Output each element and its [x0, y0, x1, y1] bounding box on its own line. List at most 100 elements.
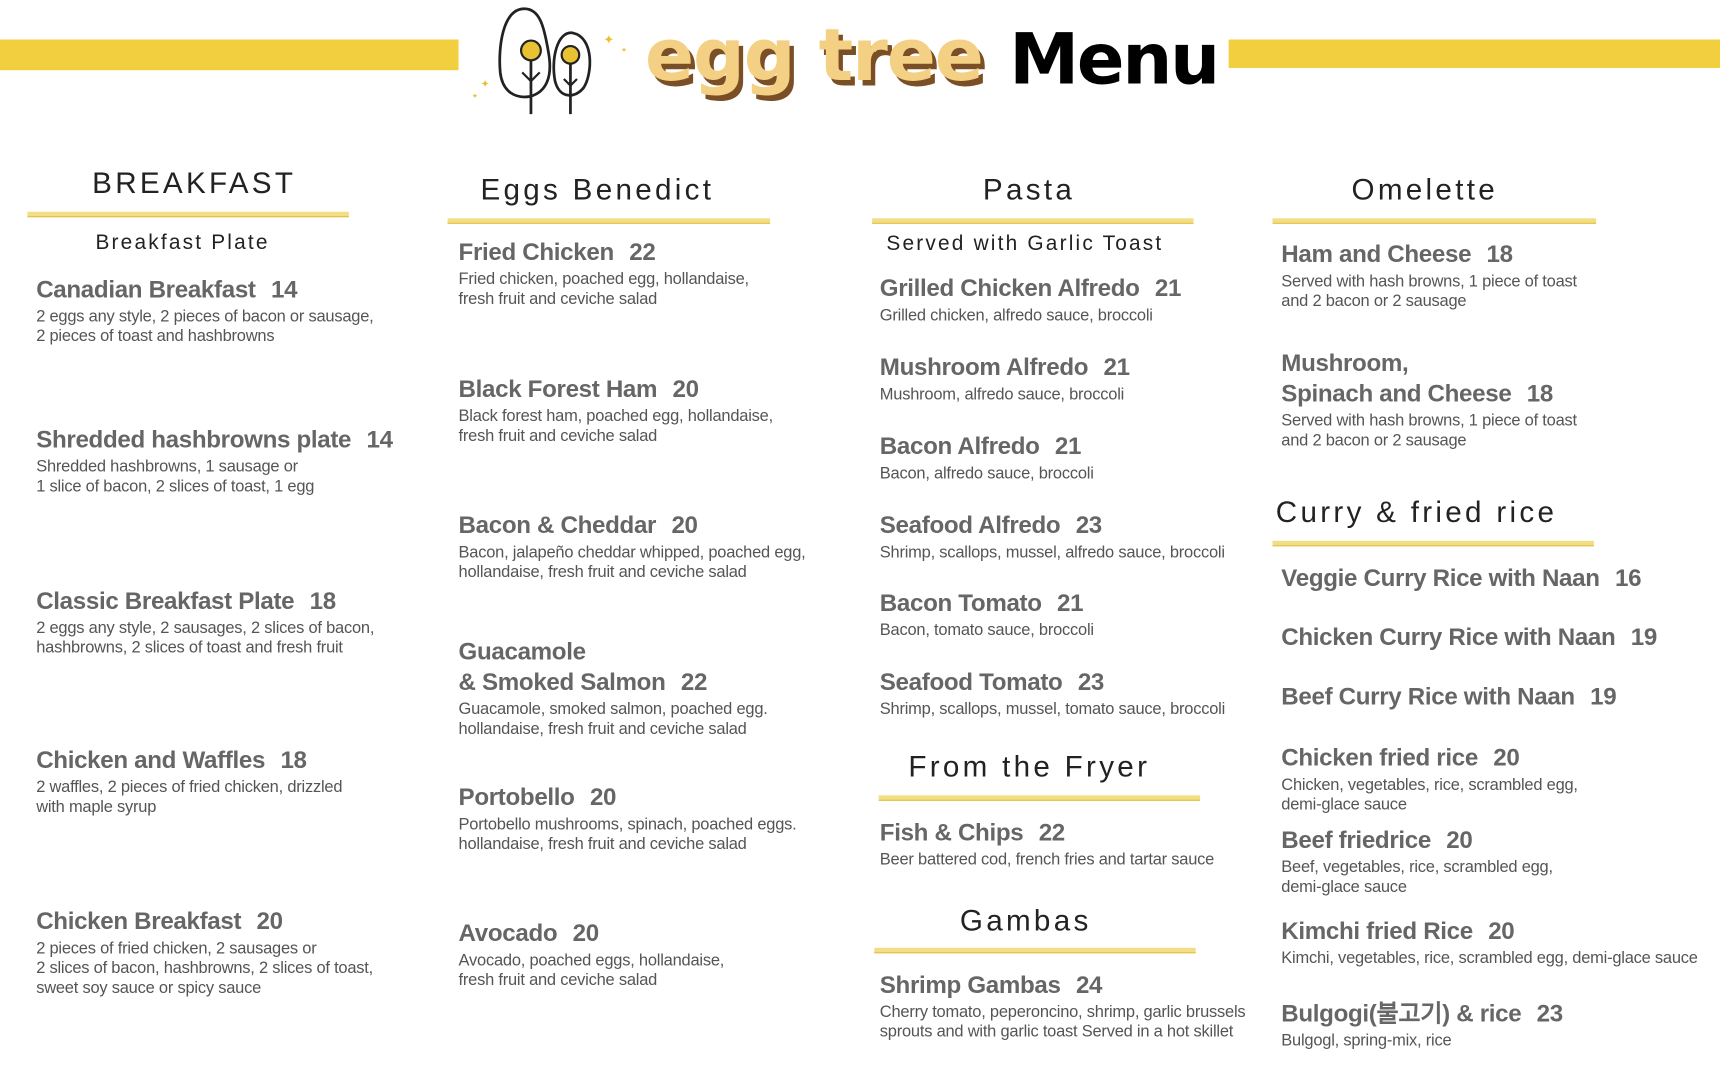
item-price: 23 [1075, 511, 1103, 539]
item-description: Kimchi, vegetables, rice, scrambled egg,… [1281, 948, 1698, 969]
menu-item: Guacamole & Smoked Salmon 22 Guacamole, smo… [459, 636, 768, 739]
item-price: 19 [1630, 623, 1658, 651]
divider [27, 211, 349, 218]
svg-text:✦: ✦ [480, 79, 489, 91]
description-line: Guacamole, smoked salmon, poached egg. [458, 699, 768, 719]
item-name: Kimchi fried Rice 20 [1281, 917, 1515, 945]
item-name: & Smoked Salmon 22 [458, 668, 708, 696]
item-price: 18 [1526, 379, 1554, 407]
description-line: 2 eggs any style, 2 sausages, 2 slices o… [36, 618, 375, 638]
item-name: Fried Chicken 22 [458, 238, 656, 266]
divider [447, 218, 771, 224]
menu-item: Beef Curry Rice with Naan 19 [1281, 681, 1616, 712]
description-line: hashbrowns, 2 slices of toast and fresh … [36, 638, 343, 658]
menu-item: Grilled Chicken Alfredo 21 Grilled chicken… [879, 273, 1182, 326]
menu-title: Menu [1009, 19, 1220, 101]
item-description: Portobello mushrooms, spinach, poached e… [459, 815, 797, 854]
item-description: Bacon, alfredo sauce, broccoli [880, 464, 1094, 484]
item-name: Black Forest Ham 20 [458, 375, 700, 403]
item-price: 20 [672, 375, 700, 403]
description-line: Shrimp, scallops, mussel, alfredo sauce,… [879, 543, 1225, 562]
item-price: 21 [1057, 589, 1084, 617]
description-line: with maple syrup [36, 797, 157, 817]
item-price: 20 [572, 919, 600, 947]
divider [874, 947, 1196, 954]
menu-item: Mushroom, Spinach and Cheese 18 Served with… [1281, 348, 1577, 451]
item-description: 2 waffles, 2 pieces of fried chicken, dr… [36, 778, 342, 817]
menu-item: Black Forest Ham 20 Black forest ham, poac… [458, 374, 774, 446]
menu-item: Chicken Breakfast 20 2 pieces of fried chi… [36, 906, 373, 998]
section-title-breakfast: BREAKFAST [92, 166, 297, 200]
item-description: Black forest ham, poached egg, hollandai… [459, 407, 774, 446]
item-description: Shredded hashbrowns, 1 sausage or 1 slice… [36, 457, 393, 496]
item-name: Bacon Alfredo 21 [879, 432, 1082, 460]
item-name: Classic Breakfast Plate 18 [36, 586, 336, 615]
item-name: Beef friedrice 20 [1281, 826, 1473, 854]
item-price: 20 [589, 783, 617, 811]
menu-item: Classic Breakfast Plate 18 2 eggs any styl… [36, 586, 374, 658]
item-description: 2 eggs any style, 2 sausages, 2 slices o… [36, 619, 374, 658]
menu-item: Fish & Chips 22 Beer battered cod, french… [879, 817, 1215, 870]
description-line: Beef, vegetables, rice, scrambled egg, [1281, 857, 1553, 877]
item-price: 23 [1536, 999, 1564, 1027]
header-bar-left [0, 39, 459, 71]
svg-text:✦: ✦ [621, 46, 628, 55]
description-line: Fried chicken, poached egg, hollandaise, [458, 269, 750, 289]
description-line: Kimchi, vegetables, rice, scrambled egg,… [1281, 948, 1698, 968]
description-line: sweet soy sauce or spicy sauce [36, 978, 262, 998]
item-description: Served with hash browns, 1 piece of toas… [1281, 411, 1577, 450]
item-name: Veggie Curry Rice with Naan 16 [1281, 563, 1642, 592]
item-price: 21 [1054, 432, 1082, 460]
item-price: 14 [366, 425, 394, 454]
description-line: fresh fruit and ceviche salad [458, 289, 658, 309]
item-description: Shrimp, scallops, mussel, alfredo sauce,… [880, 543, 1225, 563]
menu-item: Chicken fried rice 20 Chicken, vegetables,… [1281, 743, 1578, 815]
menu-item: Portobello 20 Portobello mushrooms, spinac… [459, 782, 797, 854]
description-line: Bacon, jalapeño cheddar whipped, poached… [458, 543, 806, 562]
item-name: Chicken Breakfast 20 [36, 907, 283, 935]
menu-item: Beef friedrice 20 Beef, vegetables, rice, … [1281, 825, 1553, 897]
description-line: Chicken, vegetables, rice, scrambled egg… [1281, 775, 1578, 795]
description-line: Bacon, tomato sauce, broccoli [879, 620, 1094, 640]
description-line: 1 slice of bacon, 2 slices of toast, 1 e… [36, 477, 315, 496]
item-price: 20 [1446, 826, 1473, 854]
divider [1272, 218, 1597, 224]
menu-item: Avocado 20 Avocado, poached eggs, hollanda… [459, 918, 725, 990]
item-name: Mushroom, [1281, 348, 1409, 377]
menu-item: Shredded hashbrowns plate 14 Shredded hash… [36, 425, 393, 497]
item-name: Seafood Tomato 23 [879, 668, 1105, 696]
description-line: Avocado, poached eggs, hollandaise, [458, 951, 725, 970]
item-price: 22 [680, 668, 708, 696]
description-line: demi-glace sauce [1281, 795, 1407, 814]
section-title-pasta: Pasta [982, 173, 1076, 207]
item-description: Served with hash browns, 1 piece of toas… [1281, 272, 1577, 311]
menu-item: Seafood Tomato 23 Shrimp, scallops, mussel… [880, 667, 1225, 720]
item-name: Portobello 20 [458, 783, 617, 811]
description-line: 2 slices of bacon, hashbrowns, 2 slices … [36, 958, 374, 978]
divider [872, 218, 1194, 224]
item-description: Cherry tomato, peperoncino, shrimp, garl… [880, 1003, 1246, 1042]
description-line: hollandaise, fresh fruit and ceviche sal… [458, 562, 747, 582]
item-price: 18 [280, 745, 307, 774]
description-line: 2 eggs any style, 2 pieces of bacon or s… [36, 307, 374, 326]
menu-item: Shrimp Gambas 24 Cherry tomato, peperoncin… [880, 970, 1246, 1042]
item-name: Fish & Chips 22 [879, 818, 1065, 846]
section-title-omelette: Omelette [1351, 173, 1499, 207]
description-line: Mushroom, alfredo sauce, broccoli [879, 385, 1125, 404]
egg-tree-logo: ✦ ✦ ✦ ✦ [472, 7, 628, 115]
description-line: Bacon, alfredo sauce, broccoli [879, 464, 1094, 483]
item-description: Mushroom, alfredo sauce, broccoli [880, 385, 1130, 405]
svg-text:✦: ✦ [472, 92, 479, 101]
section-subtitle-breakfast: Breakfast Plate [95, 231, 270, 255]
item-description: 2 pieces of fried chicken, 2 sausages or… [36, 939, 373, 998]
item-name: Shrimp Gambas 24 [879, 970, 1103, 999]
description-line: 2 waffles, 2 pieces of fried chicken, dr… [36, 777, 343, 797]
item-name: Chicken and Waffles 18 [36, 745, 307, 774]
description-line: Beer battered cod, french fries and tart… [879, 850, 1215, 869]
item-description: Avocado, poached eggs, hollandaise, fresh… [459, 951, 725, 990]
description-line: Grilled chicken, alfredo sauce, broccoli [879, 306, 1153, 325]
item-price: 18 [1486, 240, 1514, 268]
description-line: Portobello mushrooms, spinach, poached e… [458, 815, 797, 834]
description-line: Served with hash browns, 1 piece of toas… [1281, 272, 1577, 291]
item-name: Avocado 20 [458, 919, 600, 947]
